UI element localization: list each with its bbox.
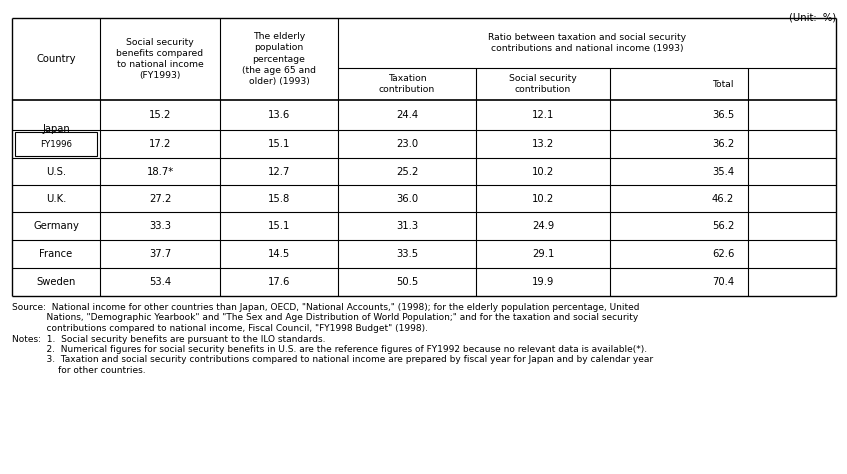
Text: 17.6: 17.6: [268, 277, 291, 287]
Text: Social security
contribution: Social security contribution: [509, 74, 577, 94]
Text: Sweden: Sweden: [36, 277, 75, 287]
Text: 18.7*: 18.7*: [147, 166, 174, 176]
Text: 17.2: 17.2: [149, 139, 171, 149]
Text: contributions compared to national income, Fiscal Council, "FY1998 Budget" (1998: contributions compared to national incom…: [12, 324, 428, 333]
Text: 14.5: 14.5: [268, 249, 291, 259]
Text: France: France: [39, 249, 73, 259]
Text: 24.4: 24.4: [396, 110, 418, 120]
Text: 15.1: 15.1: [268, 139, 291, 149]
Text: 37.7: 37.7: [149, 249, 171, 259]
Text: 31.3: 31.3: [396, 221, 418, 231]
Text: Ratio between taxation and social security
contributions and national income (19: Ratio between taxation and social securi…: [488, 33, 686, 53]
Text: Nations, "Demographic Yearbook" and "The Sex and Age Distribution of World Popul: Nations, "Demographic Yearbook" and "The…: [12, 313, 639, 322]
Text: Country: Country: [36, 54, 75, 64]
Text: 36.0: 36.0: [396, 193, 418, 203]
Text: 24.9: 24.9: [532, 221, 554, 231]
Text: 46.2: 46.2: [711, 193, 734, 203]
Text: 33.5: 33.5: [396, 249, 418, 259]
Text: FY1996: FY1996: [40, 139, 72, 148]
Text: U.S.: U.S.: [46, 166, 66, 176]
Text: 13.6: 13.6: [268, 110, 291, 120]
Text: 10.2: 10.2: [532, 193, 554, 203]
Text: 12.7: 12.7: [268, 166, 291, 176]
Text: 36.2: 36.2: [711, 139, 734, 149]
Text: 25.2: 25.2: [396, 166, 418, 176]
Text: 50.5: 50.5: [396, 277, 418, 287]
Text: 70.4: 70.4: [712, 277, 734, 287]
Text: 13.2: 13.2: [532, 139, 554, 149]
Text: 15.8: 15.8: [268, 193, 291, 203]
Text: 53.4: 53.4: [149, 277, 171, 287]
Text: 62.6: 62.6: [711, 249, 734, 259]
Text: 12.1: 12.1: [532, 110, 554, 120]
Text: 10.2: 10.2: [532, 166, 554, 176]
Text: 2.  Numerical figures for social security benefits in U.S. are the reference fig: 2. Numerical figures for social security…: [12, 345, 647, 354]
Text: 23.0: 23.0: [396, 139, 418, 149]
Text: The elderly
population
percentage
(the age 65 and
older) (1993): The elderly population percentage (the a…: [242, 32, 316, 86]
Text: Notes:  1.  Social security benefits are pursuant to the ILO standards.: Notes: 1. Social security benefits are p…: [12, 335, 325, 344]
Text: Japan: Japan: [42, 124, 69, 134]
Text: Total: Total: [712, 80, 734, 89]
Text: 27.2: 27.2: [149, 193, 171, 203]
Text: 35.4: 35.4: [712, 166, 734, 176]
Text: 15.2: 15.2: [149, 110, 171, 120]
Text: 29.1: 29.1: [532, 249, 554, 259]
Bar: [15, 132, 97, 156]
Text: 33.3: 33.3: [149, 221, 171, 231]
Text: Taxation
contribution: Taxation contribution: [379, 74, 435, 94]
Text: 19.9: 19.9: [532, 277, 554, 287]
Text: Germany: Germany: [33, 221, 79, 231]
Text: 15.1: 15.1: [268, 221, 291, 231]
Text: (Unit:  %): (Unit: %): [789, 12, 836, 22]
Text: 3.  Taxation and social security contributions compared to national income are p: 3. Taxation and social security contribu…: [12, 356, 653, 365]
Text: U.K.: U.K.: [46, 193, 66, 203]
Text: Source:  National income for other countries than Japan, OECD, "National Account: Source: National income for other countr…: [12, 303, 639, 312]
Text: 56.2: 56.2: [711, 221, 734, 231]
Text: Social security
benefits compared
to national income
(FY1993): Social security benefits compared to nat…: [116, 38, 203, 80]
Text: for other countries.: for other countries.: [12, 366, 146, 375]
Text: 36.5: 36.5: [711, 110, 734, 120]
